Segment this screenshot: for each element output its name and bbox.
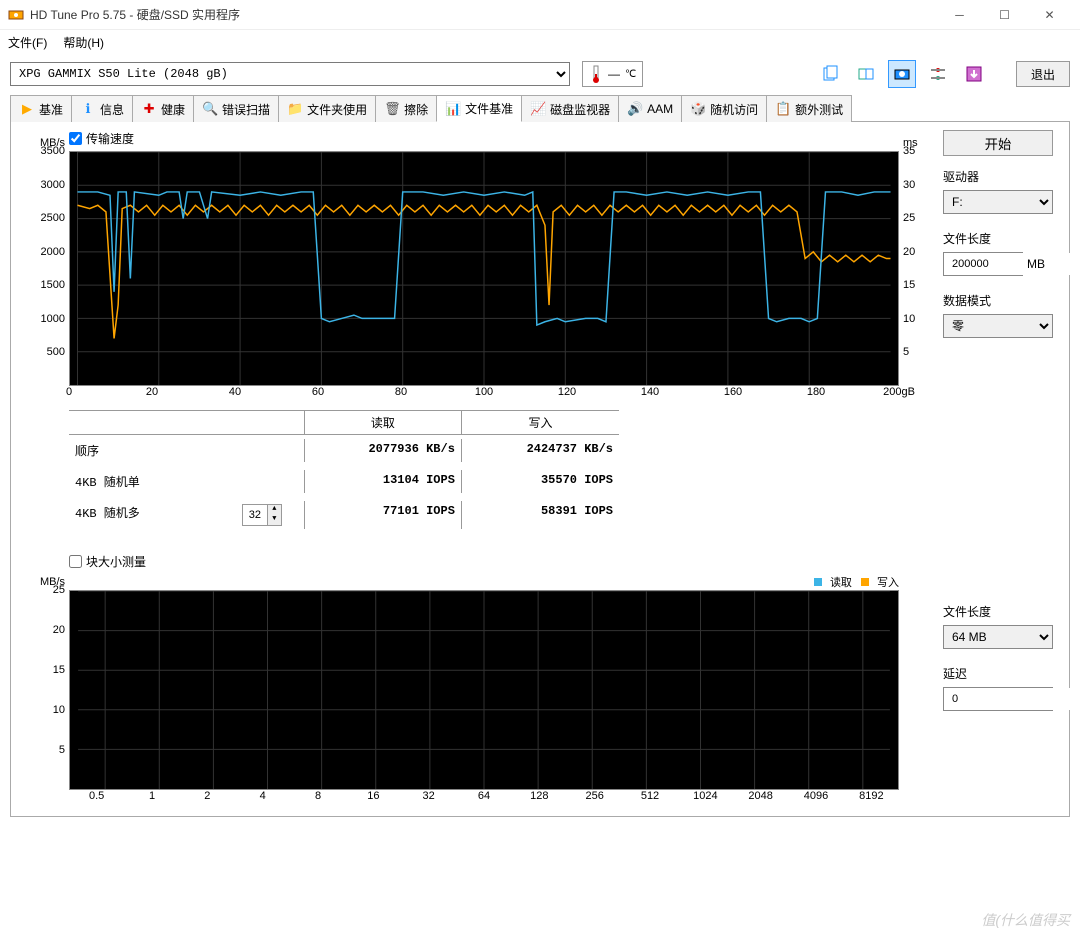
settings-icon[interactable] <box>924 60 952 88</box>
app-icon <box>8 7 24 23</box>
titlebar: HD Tune Pro 5.75 - 硬盘/SSD 实用程序 ─ ☐ ✕ <box>0 0 1080 30</box>
tab-bar: ▶基准ℹ信息✚健康🔍错误扫描📁文件夹使用🗑擦除📊文件基准📈磁盘监视器🔊AAM🎲随… <box>10 94 1070 122</box>
filelen-spinner[interactable]: ▲▼ <box>943 252 1023 276</box>
transfer-chart: MB/s500100015002000250030003500 ms510152… <box>21 151 929 386</box>
y-axis-left-2: MB/s510152025 <box>21 590 69 790</box>
results-table: 读取 写入 顺序2077936 KB/s2424737 KB/s4KB 随机单1… <box>69 410 619 533</box>
filelen-label: 文件长度 <box>943 230 1059 247</box>
tab-健康[interactable]: ✚健康 <box>132 95 194 122</box>
watermark: 值(什么值得买 <box>981 910 1070 930</box>
tab-磁盘监视器[interactable]: 📈磁盘监视器 <box>521 95 619 122</box>
col-write: 写入 <box>462 411 619 434</box>
tab-额外测试[interactable]: 📋额外测试 <box>766 95 852 122</box>
result-row: 4KB 随机单13104 IOPS35570 IOPS <box>69 466 619 497</box>
maximize-button[interactable]: ☐ <box>982 1 1027 29</box>
x-axis-1: 020406080100120140160180200gB <box>69 386 899 402</box>
copy-icon[interactable] <box>816 60 844 88</box>
minimize-button[interactable]: ─ <box>937 1 982 29</box>
menubar: 文件(F) 帮助(H) <box>0 30 1080 54</box>
start-button[interactable]: 开始 <box>943 130 1053 156</box>
menu-help[interactable]: 帮助(H) <box>63 34 104 51</box>
tab-基准[interactable]: ▶基准 <box>10 95 72 122</box>
transfer-speed-checkbox[interactable]: 传输速度 <box>69 130 929 147</box>
menu-file[interactable]: 文件(F) <box>8 34 47 51</box>
drive-label: 驱动器 <box>943 168 1059 185</box>
y-axis-right: ms5101520253035 <box>899 151 929 386</box>
queue-depth-spinner[interactable]: ▲▼ <box>242 504 282 526</box>
col-read: 读取 <box>305 411 462 434</box>
toolbar: XPG GAMMIX S50 Lite (2048 gB) — ℃ 退出 <box>0 54 1080 94</box>
tab-文件基准[interactable]: 📊文件基准 <box>436 95 522 122</box>
blocksize-chart: MB/s510152025 <box>21 590 929 790</box>
save-icon[interactable] <box>960 60 988 88</box>
exit-button[interactable]: 退出 <box>1016 61 1070 87</box>
tab-随机访问[interactable]: 🎲随机访问 <box>681 95 767 122</box>
temperature-display: — ℃ <box>582 61 643 87</box>
filelen2-label: 文件长度 <box>943 603 1059 620</box>
y-axis-left: MB/s500100015002000250030003500 <box>21 151 69 386</box>
tab-擦除[interactable]: 🗑擦除 <box>375 95 437 122</box>
drive-letter-select[interactable]: F: <box>943 190 1053 214</box>
tab-AAM[interactable]: 🔊AAM <box>618 95 682 122</box>
copy-all-icon[interactable] <box>852 60 880 88</box>
screenshot-icon[interactable] <box>888 60 916 88</box>
filelen2-select[interactable]: 64 MB <box>943 625 1053 649</box>
delay-label: 延迟 <box>943 665 1059 682</box>
drive-select[interactable]: XPG GAMMIX S50 Lite (2048 gB) <box>10 62 570 86</box>
tab-错误扫描[interactable]: 🔍错误扫描 <box>193 95 279 122</box>
thermometer-icon <box>589 64 603 84</box>
side-panel-1: 开始 驱动器 F: 文件长度 ▲▼ MB 数据模式 零 <box>929 130 1059 541</box>
tab-content: 传输速度 MB/s500100015002000250030003500 ms5… <box>10 122 1070 817</box>
delay-spinner[interactable]: ▲▼ <box>943 687 1053 711</box>
window-title: HD Tune Pro 5.75 - 硬盘/SSD 实用程序 <box>30 6 937 23</box>
x-axis-2: 0.512481632641282565121024204840968192 <box>69 790 899 806</box>
side-panel-2: 文件长度 64 MB 延迟 ▲▼ <box>929 553 1059 806</box>
tab-信息[interactable]: ℹ信息 <box>71 95 133 122</box>
close-button[interactable]: ✕ <box>1027 1 1072 29</box>
blocksize-checkbox[interactable]: 块大小测量 <box>69 553 929 570</box>
result-row: 4KB 随机多▲▼77101 IOPS58391 IOPS <box>69 497 619 533</box>
result-row: 顺序2077936 KB/s2424737 KB/s <box>69 435 619 466</box>
chart2-legend: 读取 写入 <box>21 574 899 590</box>
tab-文件夹使用[interactable]: 📁文件夹使用 <box>278 95 376 122</box>
chart1-canvas <box>69 151 899 386</box>
pattern-label: 数据模式 <box>943 292 1059 309</box>
chart2-canvas <box>69 590 899 790</box>
pattern-select[interactable]: 零 <box>943 314 1053 338</box>
